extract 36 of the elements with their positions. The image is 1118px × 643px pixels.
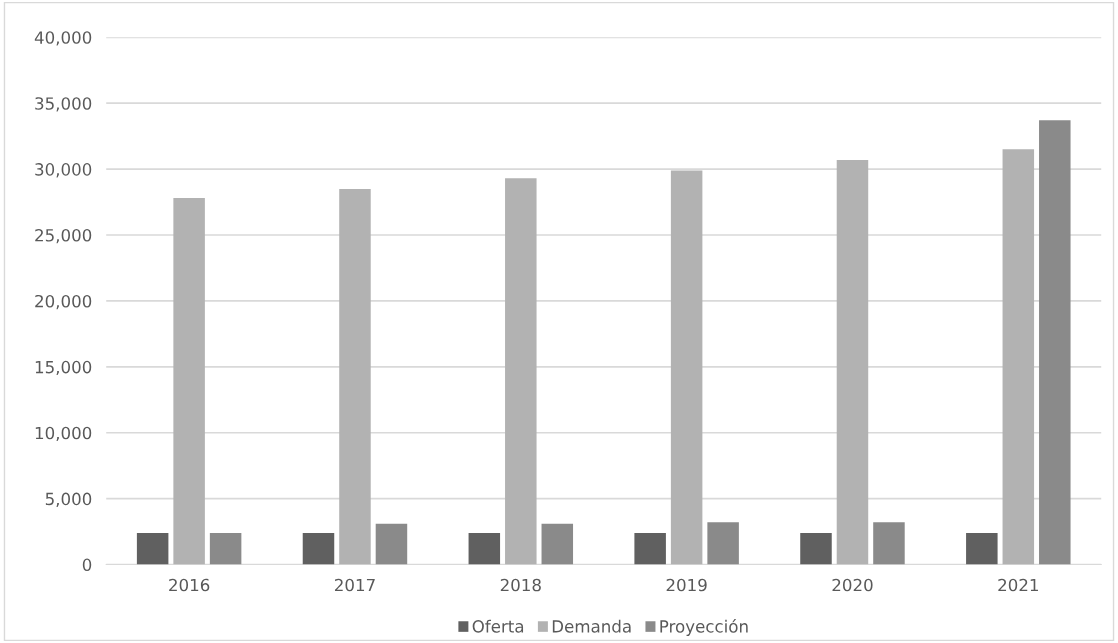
y-tick-label: 15,000	[35, 360, 92, 376]
y-tick-label: 5,000	[45, 492, 92, 507]
bar	[873, 522, 905, 565]
x-tick-label: 2016	[169, 578, 210, 592]
bar	[1039, 120, 1071, 565]
bar	[209, 532, 242, 565]
bar	[505, 178, 537, 565]
x-tick-label: 2017	[334, 578, 375, 592]
bar	[634, 532, 666, 565]
legend-label: Oferta	[472, 619, 524, 633]
y-tick-label: 40,000	[34, 31, 92, 46]
y-tick-label: 0	[82, 558, 92, 572]
bar	[670, 170, 703, 565]
bar	[707, 522, 739, 565]
bar	[173, 198, 205, 565]
bar	[375, 523, 408, 565]
x-tick-label: 2019	[666, 578, 707, 592]
bar	[302, 532, 335, 565]
y-tick-label: 25,000	[35, 228, 92, 244]
y-tick-label: 20,000	[35, 294, 92, 310]
y-tick-label: 35,000	[35, 97, 92, 112]
bar	[468, 532, 501, 565]
x-tick-label: 2020	[832, 578, 873, 592]
bar	[836, 159, 869, 565]
bar	[339, 188, 371, 565]
y-tick-label: 10,000	[35, 426, 92, 442]
legend-label: Proyección	[660, 619, 748, 636]
x-tick-label: 2018	[500, 578, 541, 592]
bar	[541, 523, 574, 565]
bar	[136, 532, 169, 565]
bar	[1002, 149, 1035, 565]
bar	[800, 532, 832, 565]
legend-label: Demanda	[552, 619, 631, 633]
bar	[966, 532, 998, 565]
y-tick-label: 30,000	[35, 163, 92, 178]
x-tick-label: 2021	[998, 578, 1038, 592]
